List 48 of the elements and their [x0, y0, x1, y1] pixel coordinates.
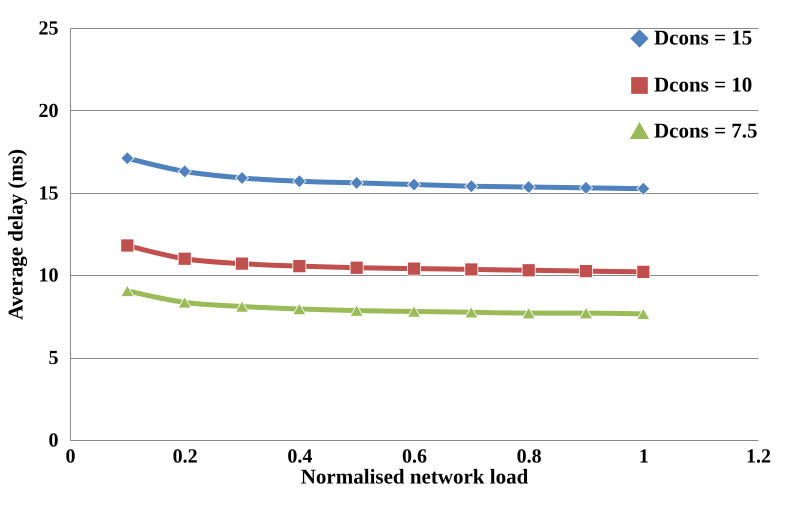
point	[120, 238, 134, 252]
point	[636, 182, 650, 196]
y-tick-label: 5	[48, 347, 58, 370]
point	[407, 305, 421, 318]
y-tick-label: 15	[38, 182, 58, 204]
legend-label: Dcons = 10	[654, 72, 752, 96]
y-tick-label: 10	[38, 264, 58, 287]
point	[235, 256, 249, 271]
y-axis-title: Average delay (ms)	[4, 148, 28, 320]
point	[120, 284, 134, 297]
legend-label: Dcons = 15	[654, 26, 752, 50]
y-tick-label: 20	[38, 100, 58, 122]
point	[178, 252, 192, 266]
point	[350, 304, 364, 317]
point	[292, 302, 306, 316]
x-tick-label: 1	[638, 446, 649, 468]
point	[464, 306, 478, 318]
point	[178, 164, 192, 178]
point	[522, 307, 536, 320]
x-tick-label: 0.2	[172, 446, 198, 468]
point	[636, 308, 650, 320]
point	[350, 260, 364, 275]
point	[178, 296, 192, 308]
x-tick-label: 1.2	[746, 446, 771, 468]
x-tick-label: 0	[66, 446, 76, 468]
point	[350, 176, 364, 190]
legend-label: Dcons = 7.5	[654, 118, 758, 142]
point	[292, 259, 306, 274]
x-axis-title: Normalised network load	[300, 464, 529, 488]
point	[235, 300, 249, 313]
point	[636, 264, 650, 279]
point	[579, 180, 593, 195]
point	[407, 262, 421, 276]
point	[579, 307, 593, 320]
point	[120, 151, 134, 166]
x-tick-label: 0.4	[287, 446, 312, 468]
point	[407, 178, 421, 192]
point	[464, 179, 478, 194]
point	[579, 264, 593, 278]
y-tick-label: 25	[38, 18, 58, 40]
point	[292, 174, 306, 188]
y-tick-label: 0	[48, 430, 58, 452]
point	[522, 180, 536, 194]
point	[235, 171, 249, 185]
point	[464, 262, 478, 276]
x-tick-label: 0.6	[402, 446, 427, 468]
x-tick-label: 0.8	[516, 446, 542, 468]
point	[522, 263, 536, 278]
